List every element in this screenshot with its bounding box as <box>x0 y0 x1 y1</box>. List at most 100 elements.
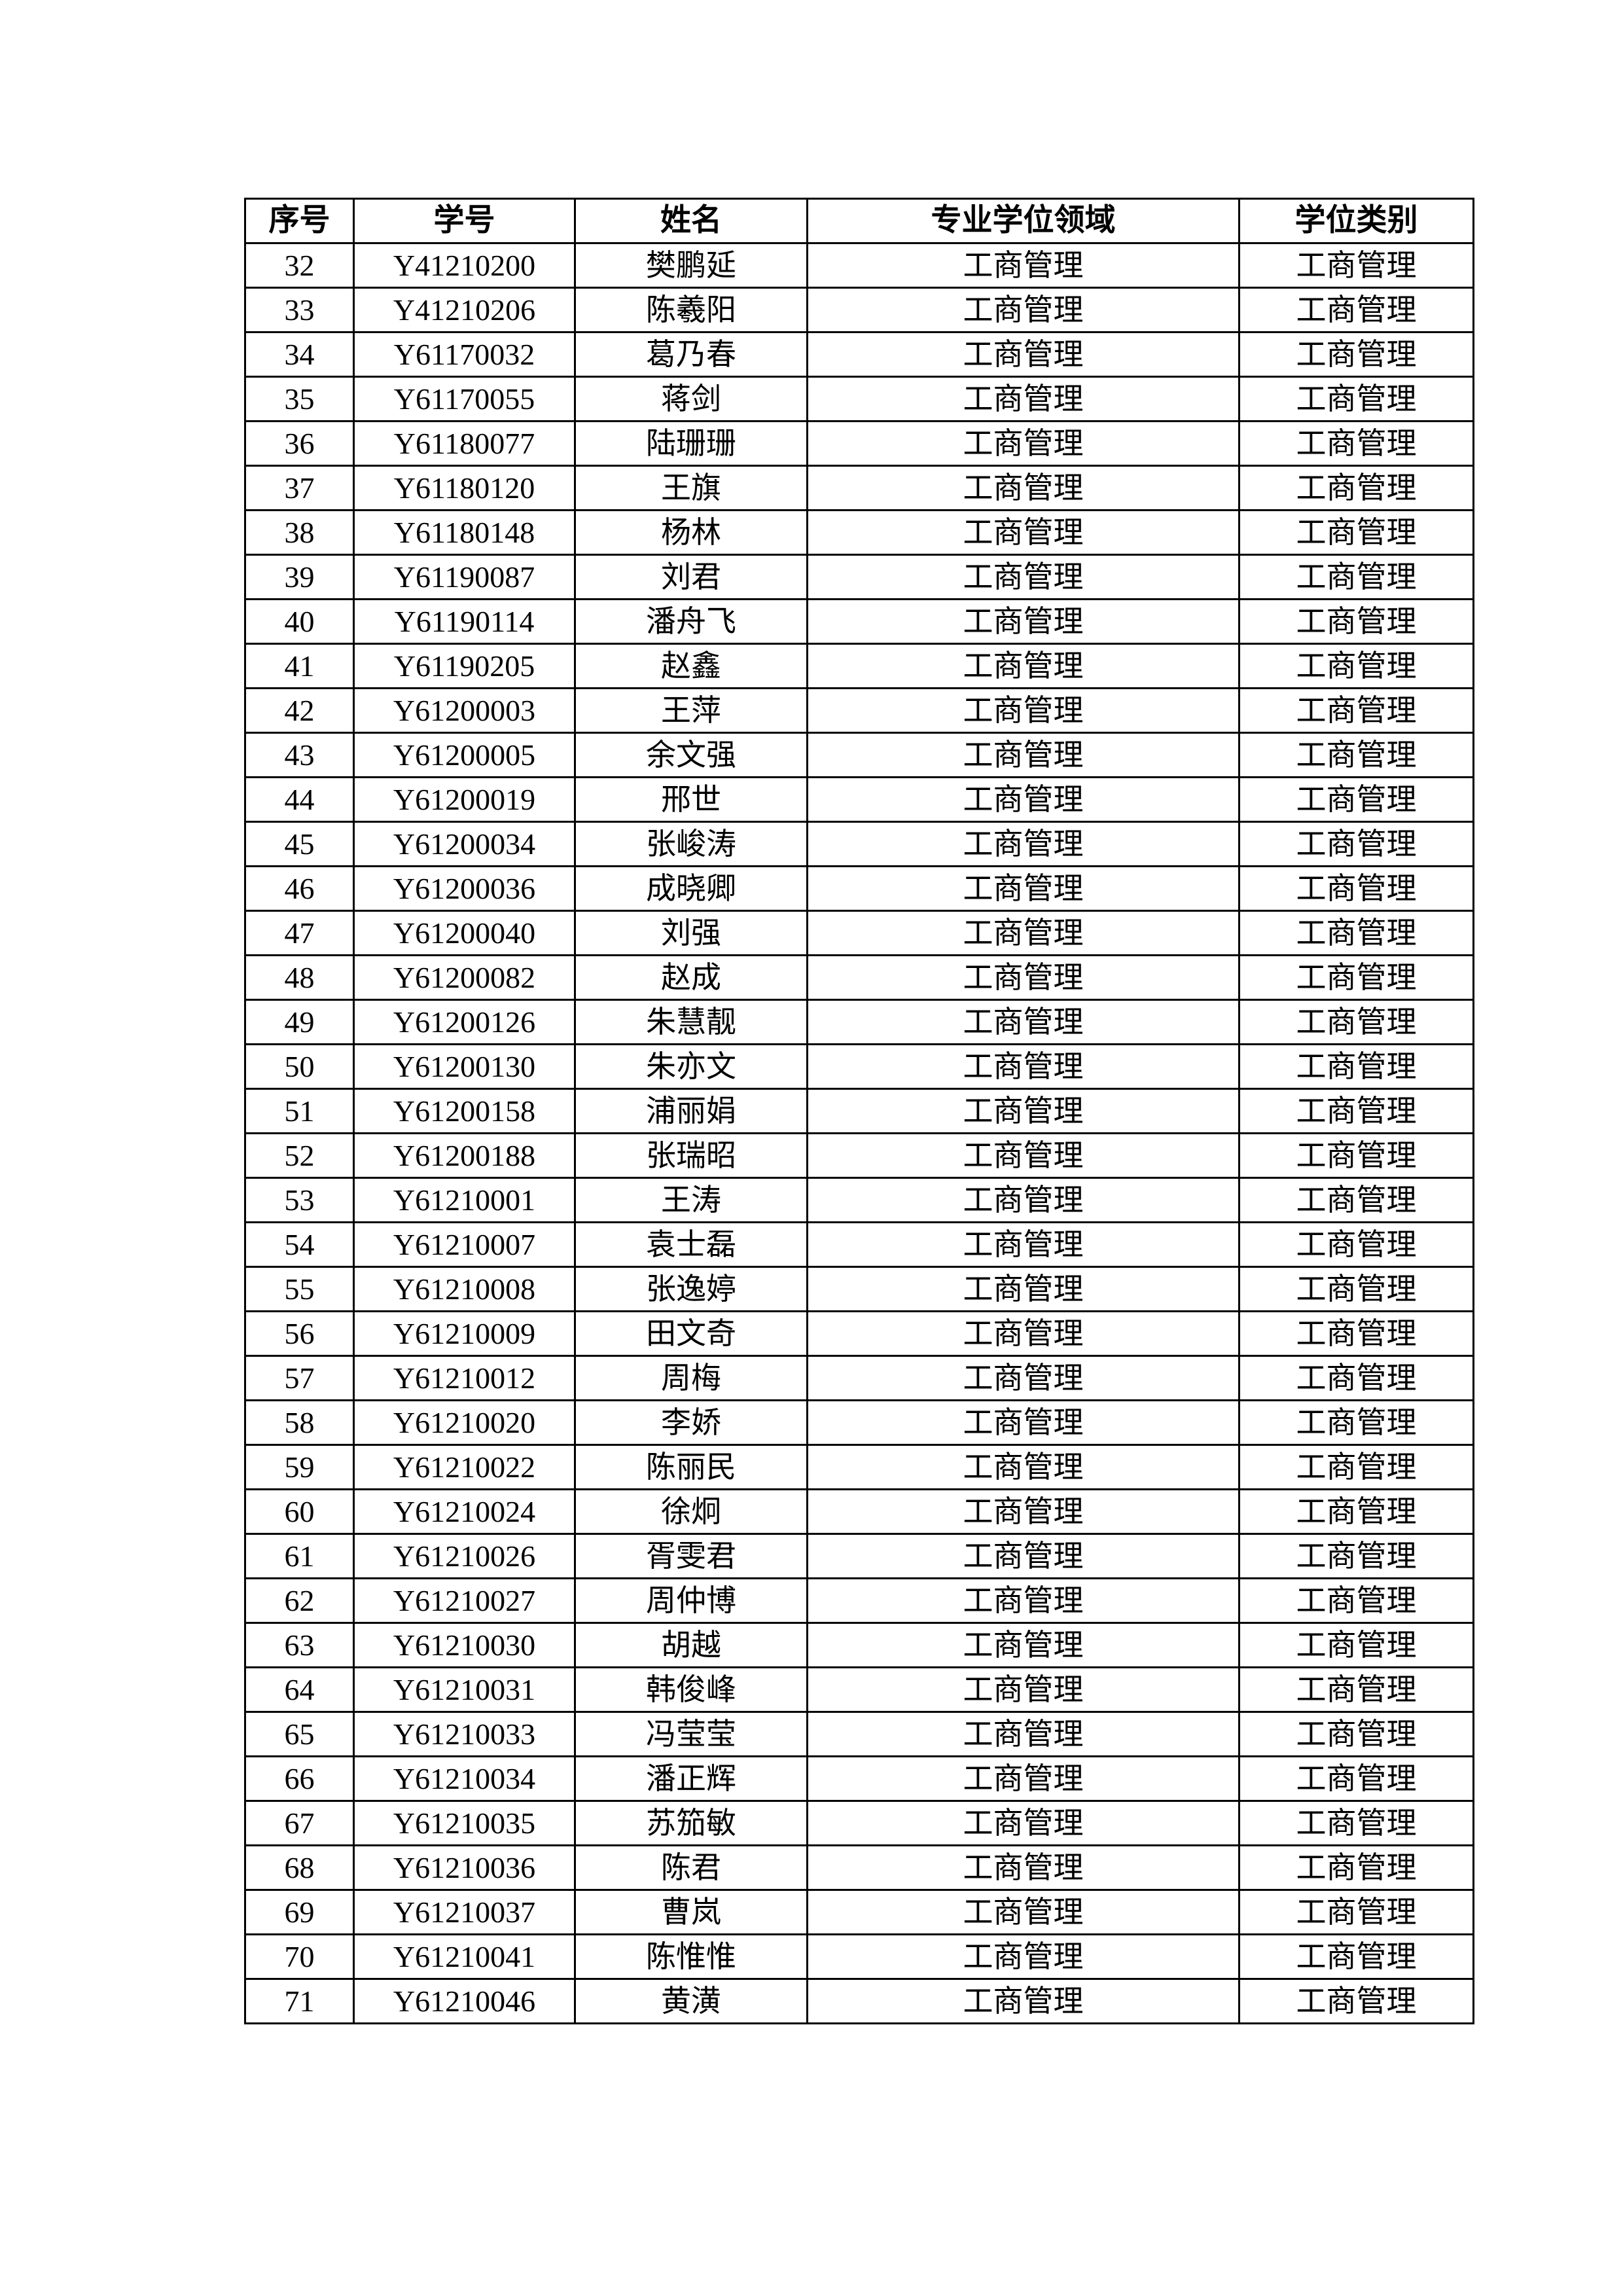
cell-student-id: Y61190114 <box>353 598 576 645</box>
cell-field: 工商管理 <box>806 331 1240 378</box>
cell-degree-type: 工商管理 <box>1238 287 1474 333</box>
cell-degree-type: 工商管理 <box>1238 1711 1474 1757</box>
cell-student-id: Y61200126 <box>353 999 576 1045</box>
cell-index: 52 <box>244 1132 355 1179</box>
cell-student-id: Y61210012 <box>353 1355 576 1401</box>
cell-student-id: Y61210009 <box>353 1310 576 1357</box>
cell-student-id: Y61210007 <box>353 1221 576 1268</box>
cell-field: 工商管理 <box>806 732 1240 778</box>
cell-student-id: Y61210027 <box>353 1577 576 1624</box>
cell-degree-type: 工商管理 <box>1238 1755 1474 1802</box>
cell-student-id: Y61200188 <box>353 1132 576 1179</box>
cell-degree-type: 工商管理 <box>1238 331 1474 378</box>
cell-name: 田文奇 <box>574 1310 808 1357</box>
cell-student-id: Y61210024 <box>353 1488 576 1535</box>
table-row: 35 Y61170055 蒋剑 工商管理 工商管理 <box>244 376 1474 422</box>
cell-degree-type: 工商管理 <box>1238 954 1474 1001</box>
table-row: 45 Y61200034 张峻涛 工商管理 工商管理 <box>244 821 1474 867</box>
cell-field: 工商管理 <box>806 643 1240 689</box>
cell-field: 工商管理 <box>806 1889 1240 1935</box>
cell-field: 工商管理 <box>806 1310 1240 1357</box>
table-row: 33 Y41210206 陈羲阳 工商管理 工商管理 <box>244 287 1474 333</box>
cell-degree-type: 工商管理 <box>1238 999 1474 1045</box>
cell-field: 工商管理 <box>806 1043 1240 1090</box>
cell-student-id: Y61210026 <box>353 1533 576 1579</box>
cell-field: 工商管理 <box>806 1355 1240 1401</box>
cell-index: 47 <box>244 910 355 956</box>
cell-name: 陈羲阳 <box>574 287 808 333</box>
table-row: 57 Y61210012 周梅 工商管理 工商管理 <box>244 1355 1474 1401</box>
cell-name: 成晓卿 <box>574 865 808 912</box>
cell-index: 46 <box>244 865 355 912</box>
cell-field: 工商管理 <box>806 242 1240 289</box>
cell-index: 34 <box>244 331 355 378</box>
cell-degree-type: 工商管理 <box>1238 1622 1474 1668</box>
cell-name: 周梅 <box>574 1355 808 1401</box>
cell-name: 黄潢 <box>574 1978 808 2024</box>
cell-field: 工商管理 <box>806 1755 1240 1802</box>
cell-student-id: Y61200019 <box>353 776 576 823</box>
cell-name: 赵鑫 <box>574 643 808 689</box>
cell-degree-type: 工商管理 <box>1238 776 1474 823</box>
cell-field: 工商管理 <box>806 1622 1240 1668</box>
cell-degree-type: 工商管理 <box>1238 1355 1474 1401</box>
cell-degree-type: 工商管理 <box>1238 821 1474 867</box>
cell-degree-type: 工商管理 <box>1238 687 1474 734</box>
cell-degree-type: 工商管理 <box>1238 1266 1474 1312</box>
cell-student-id: Y61200036 <box>353 865 576 912</box>
cell-degree-type: 工商管理 <box>1238 1844 1474 1891</box>
table-row: 67 Y61210035 苏笳敏 工商管理 工商管理 <box>244 1800 1474 1846</box>
cell-field: 工商管理 <box>806 1800 1240 1846</box>
cell-student-id: Y61210037 <box>353 1889 576 1935</box>
cell-degree-type: 工商管理 <box>1238 1177 1474 1223</box>
cell-index: 56 <box>244 1310 355 1357</box>
cell-name: 朱慧靓 <box>574 999 808 1045</box>
table-row: 65 Y61210033 冯莹莹 工商管理 工商管理 <box>244 1711 1474 1757</box>
cell-student-id: Y61210034 <box>353 1755 576 1802</box>
cell-degree-type: 工商管理 <box>1238 554 1474 600</box>
cell-field: 工商管理 <box>806 910 1240 956</box>
cell-degree-type: 工商管理 <box>1238 1221 1474 1268</box>
cell-name: 张瑞昭 <box>574 1132 808 1179</box>
table-row: 60 Y61210024 徐炯 工商管理 工商管理 <box>244 1488 1474 1535</box>
table-row: 71 Y61210046 黄潢 工商管理 工商管理 <box>244 1978 1474 2024</box>
table-row: 64 Y61210031 韩俊峰 工商管理 工商管理 <box>244 1666 1474 1713</box>
cell-name: 袁士磊 <box>574 1221 808 1268</box>
cell-index: 54 <box>244 1221 355 1268</box>
cell-field: 工商管理 <box>806 1444 1240 1490</box>
cell-index: 49 <box>244 999 355 1045</box>
cell-index: 32 <box>244 242 355 289</box>
cell-name: 胡越 <box>574 1622 808 1668</box>
table-row: 40 Y61190114 潘舟飞 工商管理 工商管理 <box>244 598 1474 645</box>
cell-degree-type: 工商管理 <box>1238 465 1474 511</box>
cell-index: 58 <box>244 1399 355 1446</box>
table-row: 61 Y61210026 胥雯君 工商管理 工商管理 <box>244 1533 1474 1579</box>
cell-field: 工商管理 <box>806 420 1240 467</box>
cell-degree-type: 工商管理 <box>1238 1889 1474 1935</box>
header-name: 姓名 <box>574 198 808 244</box>
table-row: 42 Y61200003 王萍 工商管理 工商管理 <box>244 687 1474 734</box>
cell-degree-type: 工商管理 <box>1238 1533 1474 1579</box>
table-row: 53 Y61210001 王涛 工商管理 工商管理 <box>244 1177 1474 1223</box>
cell-name: 王涛 <box>574 1177 808 1223</box>
cell-name: 潘舟飞 <box>574 598 808 645</box>
cell-index: 33 <box>244 287 355 333</box>
cell-degree-type: 工商管理 <box>1238 1088 1474 1134</box>
table-row: 43 Y61200005 余文强 工商管理 工商管理 <box>244 732 1474 778</box>
student-table: 序号 学号 姓名 专业学位领域 学位类别 32 Y41210200 樊鹏延 工商管理工… <box>244 198 1474 2024</box>
table-row: 36 Y61180077 陆珊珊 工商管理 工商管理 <box>244 420 1474 467</box>
table-row: 69 Y61210037 曹岚 工商管理 工商管理 <box>244 1889 1474 1935</box>
cell-name: 冯莹莹 <box>574 1711 808 1757</box>
cell-degree-type: 工商管理 <box>1238 376 1474 422</box>
header-index: 序号 <box>244 198 355 244</box>
header-field: 专业学位领域 <box>806 198 1240 244</box>
cell-student-id: Y61170032 <box>353 331 576 378</box>
cell-index: 60 <box>244 1488 355 1535</box>
cell-index: 41 <box>244 643 355 689</box>
cell-index: 66 <box>244 1755 355 1802</box>
cell-field: 工商管理 <box>806 1933 1240 1980</box>
table-row: 47 Y61200040 刘强 工商管理 工商管理 <box>244 910 1474 956</box>
cell-degree-type: 工商管理 <box>1238 1666 1474 1713</box>
cell-field: 工商管理 <box>806 509 1240 556</box>
cell-field: 工商管理 <box>806 1088 1240 1134</box>
